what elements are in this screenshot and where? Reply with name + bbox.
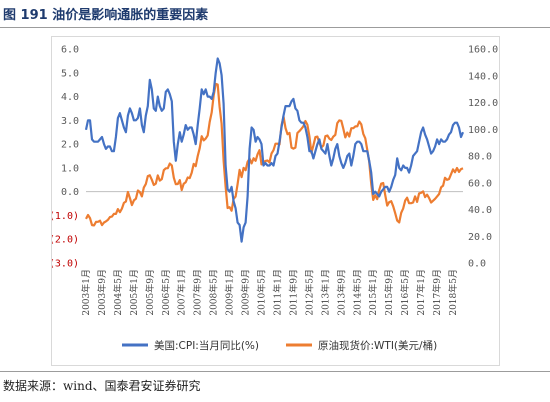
x-tick-label: 2007年1月 <box>176 269 188 316</box>
x-axis: 2003年1月 2003年9月 2004年5月 2005年1月 2005年9月 2006年… <box>80 269 459 316</box>
x-tick-label: 2005年1月 <box>128 269 140 316</box>
x-tick-label: 2011年1月 <box>271 269 283 316</box>
x-tick-label: 2012年5月 <box>303 269 315 316</box>
right-y-tick-label: 80.0 <box>468 152 492 163</box>
left-y-axis: 6.0 5.0 4.0 3.0 2.0 1.0 0.0 (1.0) (2.0) (3.0) <box>52 45 79 270</box>
left-y-tick-label: 3.0 <box>61 116 79 127</box>
source-divider <box>0 371 550 372</box>
x-tick-label: 2008年5月 <box>208 269 220 316</box>
right-y-tick-label: 0.0 <box>468 259 486 270</box>
left-y-tick-label: 2.0 <box>61 140 79 151</box>
x-tick-label: 2014年5月 <box>351 269 363 316</box>
x-tick-label: 2017年1月 <box>415 269 427 316</box>
series-line-wti <box>85 82 464 227</box>
x-tick-label: 2005年9月 <box>144 269 156 316</box>
x-tick-label: 2018年5月 <box>447 269 459 316</box>
chart-area: 6.0 5.0 4.0 3.0 2.0 1.0 0.0 (1.0) (2.0) (3.0) 160… <box>51 36 500 366</box>
x-tick-label: 2013年1月 <box>319 269 331 316</box>
x-tick-label: 2015年9月 <box>383 269 395 316</box>
right-y-tick-label: 120.0 <box>468 98 498 109</box>
left-y-tick-label: (3.0) <box>52 259 79 270</box>
source-note: 数据来源：wind、国泰君安证券研究 <box>3 379 201 393</box>
x-tick-label: 2009年1月 <box>224 269 236 316</box>
right-y-tick-label: 60.0 <box>468 178 492 189</box>
x-tick-label: 2010年5月 <box>256 269 268 316</box>
right-y-axis: 160.0 140.0 120.0 100.0 80.0 60.0 40.0 20.0 0.0 <box>468 45 498 270</box>
x-tick-label: 2006年5月 <box>160 269 172 316</box>
x-tick-label: 2016年5月 <box>399 269 411 316</box>
right-y-tick-label: 160.0 <box>468 45 498 56</box>
x-tick-label: 2009年9月 <box>240 269 252 316</box>
left-y-tick-label: (2.0) <box>52 235 79 246</box>
left-y-tick-label: (1.0) <box>52 211 79 222</box>
chart-legend: 美国:CPI:当月同比(%) 原油现货价:WTI(美元/桶) <box>122 339 437 352</box>
cpi-oil-line-chart: 6.0 5.0 4.0 3.0 2.0 1.0 0.0 (1.0) (2.0) (3.0) 160… <box>52 45 498 353</box>
right-y-tick-label: 140.0 <box>468 71 498 82</box>
series-line-cpi <box>84 57 465 243</box>
x-tick-label: 2003年1月 <box>80 269 92 316</box>
legend-label-cpi: 美国:CPI:当月同比(%) <box>154 339 259 352</box>
x-tick-label: 2017年9月 <box>431 269 443 316</box>
x-tick-label: 2011年9月 <box>287 269 299 316</box>
right-y-tick-label: 20.0 <box>468 232 492 243</box>
right-y-tick-label: 40.0 <box>468 205 492 216</box>
x-tick-label: 2007年9月 <box>192 269 204 316</box>
left-y-tick-label: 6.0 <box>61 45 79 56</box>
legend-label-wti: 原油现货价:WTI(美元/桶) <box>318 339 437 352</box>
x-tick-label: 2015年1月 <box>367 269 379 316</box>
right-y-tick-label: 100.0 <box>468 125 498 136</box>
left-y-tick-label: 4.0 <box>61 92 79 103</box>
left-y-tick-label: 5.0 <box>61 68 79 79</box>
left-y-tick-label: 0.0 <box>61 187 79 198</box>
title-divider <box>0 27 550 28</box>
left-y-tick-label: 1.0 <box>61 163 79 174</box>
x-tick-label: 2003年9月 <box>96 269 108 316</box>
figure-title: 图 191 油价是影响通胀的重要因素 <box>3 8 209 23</box>
x-tick-label: 2004年5月 <box>112 269 124 316</box>
x-tick-label: 2013年9月 <box>335 269 347 316</box>
